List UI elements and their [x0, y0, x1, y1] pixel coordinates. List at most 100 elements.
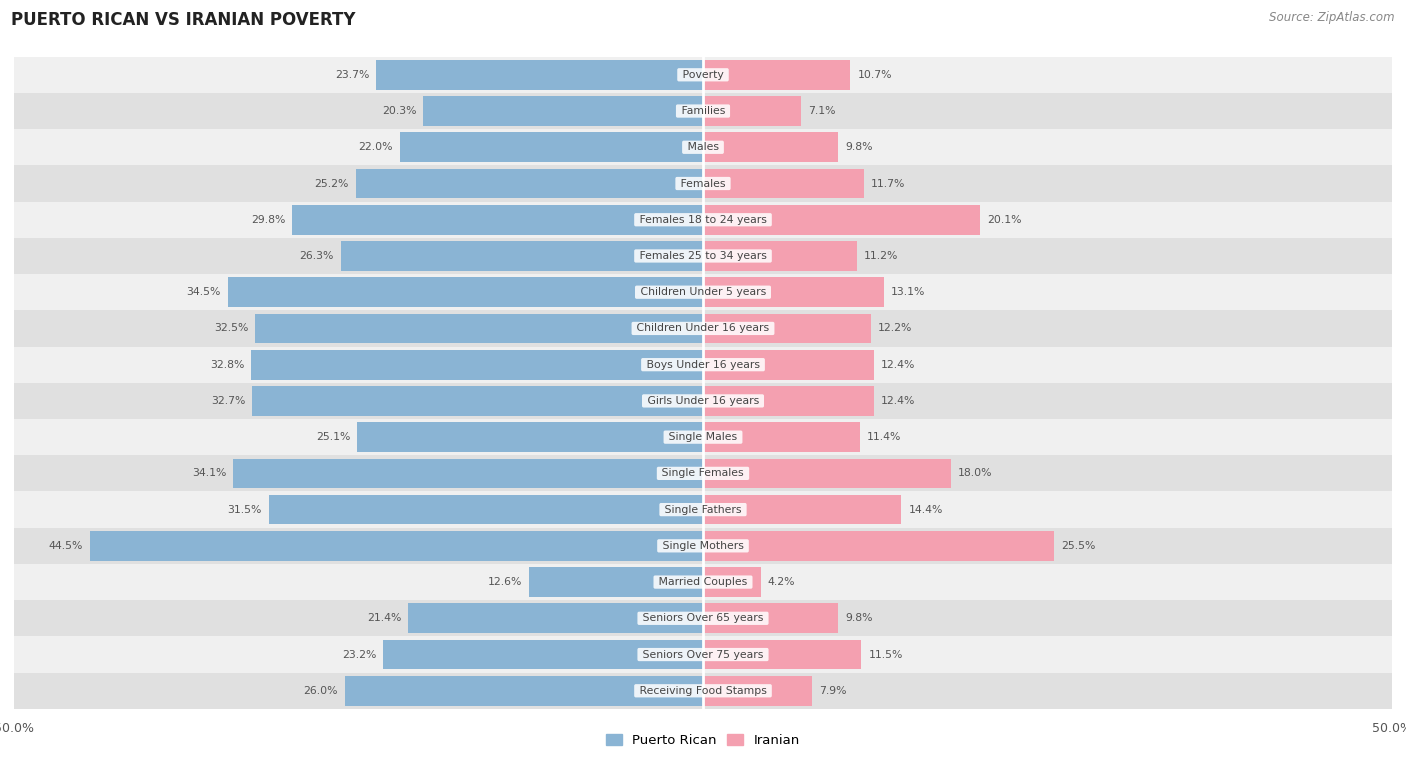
Text: Seniors Over 75 years: Seniors Over 75 years [640, 650, 766, 659]
Text: Single Males: Single Males [665, 432, 741, 442]
Text: 7.9%: 7.9% [818, 686, 846, 696]
Text: 18.0%: 18.0% [957, 468, 993, 478]
Bar [530, 567, 703, 597]
Bar [703, 96, 801, 126]
Text: 25.2%: 25.2% [315, 178, 349, 189]
Text: 10.7%: 10.7% [858, 70, 891, 80]
Bar [269, 495, 703, 525]
Bar [14, 93, 1392, 129]
Text: 25.1%: 25.1% [316, 432, 350, 442]
Text: Families: Families [678, 106, 728, 116]
Text: 32.8%: 32.8% [209, 360, 245, 370]
Bar [14, 165, 1392, 202]
Text: 12.4%: 12.4% [880, 396, 915, 406]
Bar [377, 60, 703, 89]
Bar [14, 383, 1392, 419]
Bar [356, 168, 703, 199]
Bar [254, 314, 703, 343]
Text: 12.2%: 12.2% [877, 324, 912, 334]
Bar [703, 603, 838, 633]
Text: Females 18 to 24 years: Females 18 to 24 years [636, 215, 770, 224]
Bar [292, 205, 703, 234]
Bar [703, 676, 811, 706]
Text: Poverty: Poverty [679, 70, 727, 80]
Bar [14, 202, 1392, 238]
Bar [703, 640, 862, 669]
Text: Single Fathers: Single Fathers [661, 505, 745, 515]
Bar [252, 350, 703, 380]
Bar [14, 310, 1392, 346]
Text: Boys Under 16 years: Boys Under 16 years [643, 360, 763, 370]
Bar [384, 640, 703, 669]
Bar [14, 419, 1392, 456]
Bar [14, 672, 1392, 709]
Text: Children Under 16 years: Children Under 16 years [633, 324, 773, 334]
Text: 21.4%: 21.4% [367, 613, 401, 623]
Bar [14, 637, 1392, 672]
Bar [233, 459, 703, 488]
Text: 4.2%: 4.2% [768, 577, 796, 587]
Text: 23.7%: 23.7% [335, 70, 370, 80]
Text: Single Females: Single Females [658, 468, 748, 478]
Bar [14, 564, 1392, 600]
Bar [703, 168, 865, 199]
Bar [14, 129, 1392, 165]
Text: 22.0%: 22.0% [359, 143, 392, 152]
Text: 34.1%: 34.1% [191, 468, 226, 478]
Text: 7.1%: 7.1% [807, 106, 835, 116]
Text: Children Under 5 years: Children Under 5 years [637, 287, 769, 297]
Text: Single Mothers: Single Mothers [659, 541, 747, 551]
Bar [703, 567, 761, 597]
Bar [703, 314, 872, 343]
Text: 31.5%: 31.5% [228, 505, 262, 515]
Bar [703, 133, 838, 162]
Text: 26.3%: 26.3% [299, 251, 333, 261]
Text: 44.5%: 44.5% [49, 541, 83, 551]
Bar [703, 422, 860, 452]
Text: Married Couples: Married Couples [655, 577, 751, 587]
Text: 9.8%: 9.8% [845, 613, 872, 623]
Text: 29.8%: 29.8% [252, 215, 285, 224]
Text: 12.4%: 12.4% [880, 360, 915, 370]
Text: 20.3%: 20.3% [382, 106, 416, 116]
Bar [14, 346, 1392, 383]
Bar [344, 676, 703, 706]
Text: 23.2%: 23.2% [342, 650, 377, 659]
Text: 9.8%: 9.8% [845, 143, 872, 152]
Text: 34.5%: 34.5% [187, 287, 221, 297]
Bar [14, 456, 1392, 491]
Text: 11.2%: 11.2% [865, 251, 898, 261]
Bar [14, 528, 1392, 564]
Bar [228, 277, 703, 307]
Bar [703, 495, 901, 525]
Text: 12.6%: 12.6% [488, 577, 523, 587]
Bar [14, 274, 1392, 310]
Bar [703, 531, 1054, 561]
Bar [703, 60, 851, 89]
Bar [703, 386, 875, 415]
Text: 13.1%: 13.1% [890, 287, 925, 297]
Bar [357, 422, 703, 452]
Text: 20.1%: 20.1% [987, 215, 1021, 224]
Text: Receiving Food Stamps: Receiving Food Stamps [636, 686, 770, 696]
Text: 32.5%: 32.5% [214, 324, 249, 334]
Bar [14, 57, 1392, 93]
Bar [408, 603, 703, 633]
Text: Males: Males [683, 143, 723, 152]
Text: Girls Under 16 years: Girls Under 16 years [644, 396, 762, 406]
Text: 11.7%: 11.7% [872, 178, 905, 189]
Text: Females 25 to 34 years: Females 25 to 34 years [636, 251, 770, 261]
Bar [14, 238, 1392, 274]
Legend: Puerto Rican, Iranian: Puerto Rican, Iranian [600, 728, 806, 752]
Text: 32.7%: 32.7% [211, 396, 246, 406]
Bar [423, 96, 703, 126]
Bar [90, 531, 703, 561]
Text: 26.0%: 26.0% [304, 686, 337, 696]
Bar [14, 491, 1392, 528]
Bar [14, 600, 1392, 637]
Bar [703, 459, 950, 488]
Text: Seniors Over 65 years: Seniors Over 65 years [640, 613, 766, 623]
Text: 14.4%: 14.4% [908, 505, 942, 515]
Bar [703, 205, 980, 234]
Text: PUERTO RICAN VS IRANIAN POVERTY: PUERTO RICAN VS IRANIAN POVERTY [11, 11, 356, 30]
